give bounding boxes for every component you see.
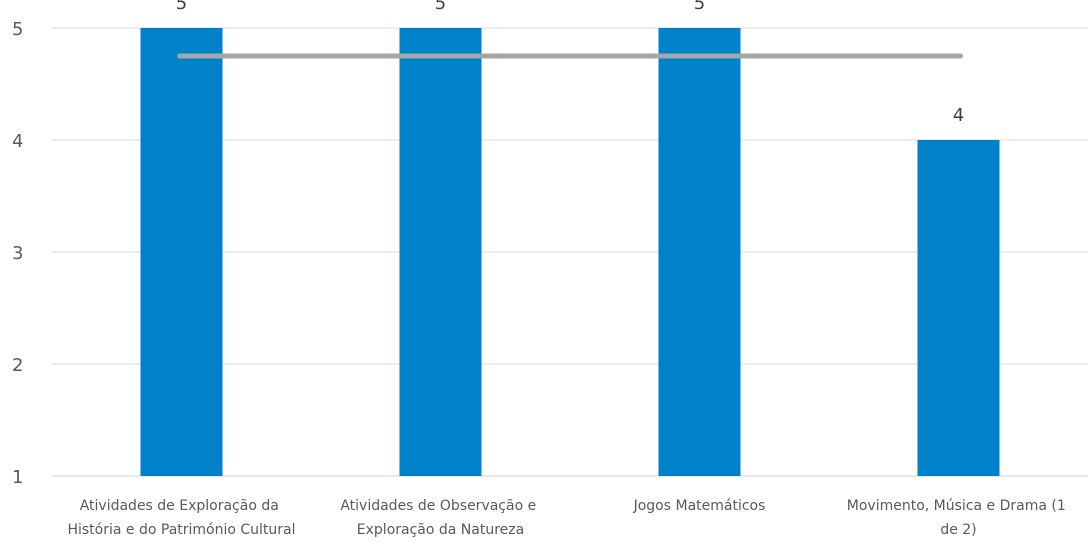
x-tick-label: Atividades de Exploração da História e d… bbox=[67, 498, 295, 538]
x-tick-label: Movimento, Música e Drama (1 de 2) bbox=[847, 498, 1070, 538]
gridlines bbox=[52, 27, 1088, 477]
data-label: 5 bbox=[435, 0, 446, 14]
y-tick-label: 2 bbox=[12, 355, 23, 376]
data-label: 4 bbox=[953, 105, 964, 126]
x-tick-label: Atividades de Observação e Exploração da… bbox=[340, 498, 540, 538]
x-tick-label-line: de 2) bbox=[940, 522, 976, 538]
data-labels: 5 5 5 4 bbox=[176, 0, 964, 126]
x-tick-label-line: Atividades de Observação e bbox=[340, 498, 536, 514]
x-axis-labels: Atividades de Exploração da História e d… bbox=[67, 498, 1070, 538]
bar bbox=[399, 28, 482, 476]
y-tick-label: 5 bbox=[12, 19, 23, 40]
bar-series bbox=[140, 28, 1000, 476]
x-tick-label-line: Atividades de Exploração da bbox=[80, 498, 279, 514]
x-tick-label-line: História e do Património Cultural bbox=[67, 522, 295, 538]
bar bbox=[917, 140, 1000, 476]
data-label: 5 bbox=[694, 0, 705, 14]
x-tick-label-line: Exploração da Natureza bbox=[357, 522, 524, 538]
bar bbox=[140, 28, 223, 476]
x-tick-label: Jogos Matemáticos bbox=[633, 498, 766, 514]
y-tick-label: 4 bbox=[12, 131, 23, 152]
y-tick-label: 3 bbox=[12, 243, 23, 264]
data-label: 5 bbox=[176, 0, 187, 14]
y-tick-label: 1 bbox=[12, 467, 23, 488]
y-axis-ticks: 1 2 3 4 5 bbox=[12, 19, 23, 488]
x-tick-label-line: Movimento, Música e Drama (1 bbox=[847, 498, 1066, 514]
bar bbox=[658, 28, 741, 476]
x-tick-label-line: Jogos Matemáticos bbox=[633, 498, 766, 514]
